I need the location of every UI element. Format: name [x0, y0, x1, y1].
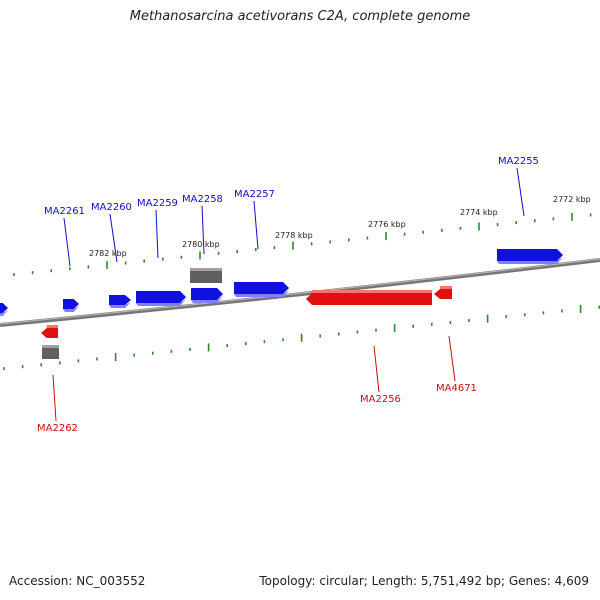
lower-tick-track: [3, 305, 600, 371]
gene-arrow-MA2260: [109, 295, 131, 308]
tick-label: 2778 kbp: [275, 231, 313, 240]
genome-stats-label: Topology: circular; Length: 5,751,492 bp…: [259, 574, 589, 588]
gene-arrow-MA2255: [497, 249, 563, 264]
gene-label-MA2261: MA2261: [44, 206, 85, 217]
gene-label-MA2256: MA2256: [360, 394, 401, 405]
accession-label: Accession: NC_003552: [9, 574, 146, 588]
gene-arrow-MA4671: [434, 286, 452, 299]
gene-label-MA2260: MA2260: [91, 202, 132, 213]
gene-arrow-MA2257: [234, 282, 289, 297]
genome-backbone-highlight: [0, 258, 600, 325]
gene-label-MA2258: MA2258: [182, 194, 223, 205]
tick-label: 2780 kbp: [182, 240, 220, 249]
tick-label: 2774 kbp: [460, 208, 498, 217]
upper-tick-track: [13, 212, 592, 277]
gene-label-MA2255: MA2255: [498, 156, 539, 167]
feature-box-upper: [190, 268, 222, 283]
tick-label: 2782 kbp: [89, 249, 127, 258]
map-title: Methanosarcina acetivorans C2A, complete…: [129, 9, 471, 24]
feature-box-lower: [42, 345, 59, 359]
gene-arrow-MA2261: [63, 299, 79, 312]
genome-backbone: [0, 258, 600, 327]
gene-label-MA4671: MA4671: [436, 383, 477, 394]
gene-leader-line: [516, 167, 525, 217]
gene-arrow-MA2256: [306, 290, 432, 305]
gene-leader-line: [373, 345, 380, 393]
gene-arrow-MA2259: [136, 291, 186, 306]
tick-label: 2772 kbp: [553, 195, 591, 204]
gene-leader-line: [201, 205, 205, 255]
gene-leader-line: [253, 200, 259, 250]
gene-label-MA2259: MA2259: [137, 198, 178, 209]
gene-leader-line: [52, 374, 57, 422]
gene-leader-line: [448, 335, 456, 382]
tick-label: 2776 kbp: [368, 220, 406, 229]
gene-leader-line: [155, 209, 159, 259]
gene-leader-line: [109, 213, 118, 263]
gene-label-MA2257: MA2257: [234, 189, 275, 200]
gene-leader-line: [63, 217, 71, 267]
gene-arrow-MA2258: [191, 288, 223, 303]
gene-arrow-MA2262: [41, 325, 58, 338]
gene-arrow-offscreen-left: [0, 303, 8, 316]
gene-label-MA2262: MA2262: [37, 423, 78, 434]
